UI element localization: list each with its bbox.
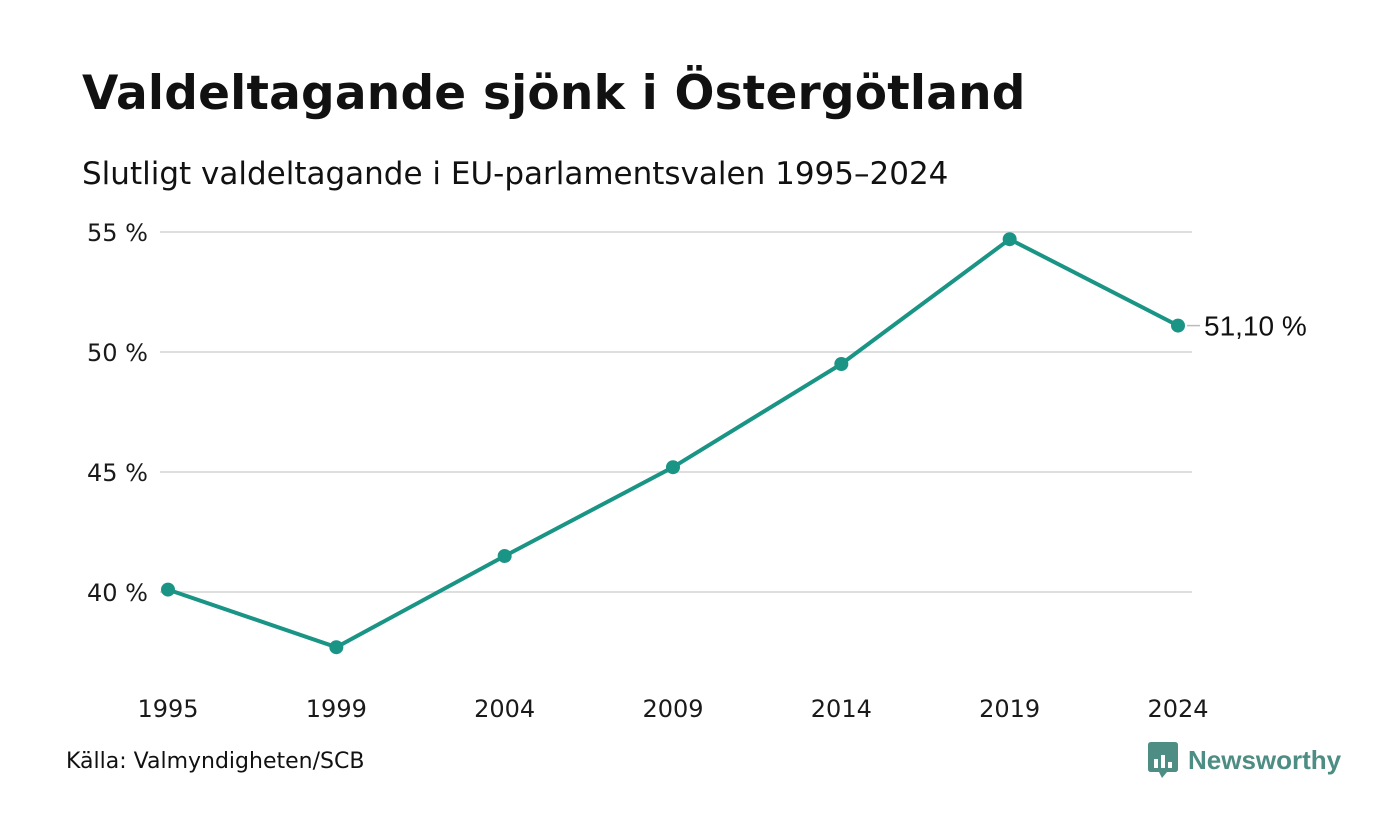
y-tick-label: 55 %: [87, 219, 148, 247]
end-annotation: 51,10 %: [1187, 311, 1307, 342]
series-layer: [161, 232, 1185, 655]
data-point: [1002, 232, 1017, 247]
y-tick-label: 50 %: [87, 339, 148, 367]
brand-name: Newsworthy: [1188, 744, 1342, 775]
x-tick-label: 1999: [306, 695, 367, 723]
x-tick-label: 2019: [979, 695, 1040, 723]
chart-title: Valdeltagande sjönk i Östergötland: [82, 66, 1026, 121]
data-point: [161, 582, 175, 597]
series-line: [166, 237, 1180, 650]
chart-subtitle: Slutligt valdeltagande i EU-parlamentsva…: [82, 156, 949, 192]
newsworthy-logo-icon: [1148, 742, 1178, 778]
y-tick-label: 40 %: [87, 579, 148, 607]
data-point: [834, 357, 849, 371]
x-tick-label: 2009: [642, 695, 703, 723]
x-tick-label: 2004: [474, 695, 535, 723]
y-tick-label: 45 %: [87, 459, 148, 487]
data-point: [497, 549, 512, 563]
data-point: [329, 640, 344, 655]
end-value-label: 51,10 %: [1204, 311, 1307, 342]
brand: Newsworthy: [1148, 742, 1341, 778]
y-axis-labels: 40 % 45 % 50 % 55 %: [87, 219, 148, 607]
x-tick-label: 1995: [137, 695, 198, 723]
data-point: [666, 460, 680, 475]
data-point: [1171, 318, 1185, 333]
x-tick-label: 2014: [811, 695, 872, 723]
x-tick-label: 2024: [1147, 695, 1208, 723]
grid-lines: [160, 231, 1192, 593]
x-axis-labels: 1995 1999 2004 2009 2014 2019 2024: [137, 695, 1208, 723]
source-note: Källa: Valmyndigheten/SCB: [66, 749, 365, 774]
